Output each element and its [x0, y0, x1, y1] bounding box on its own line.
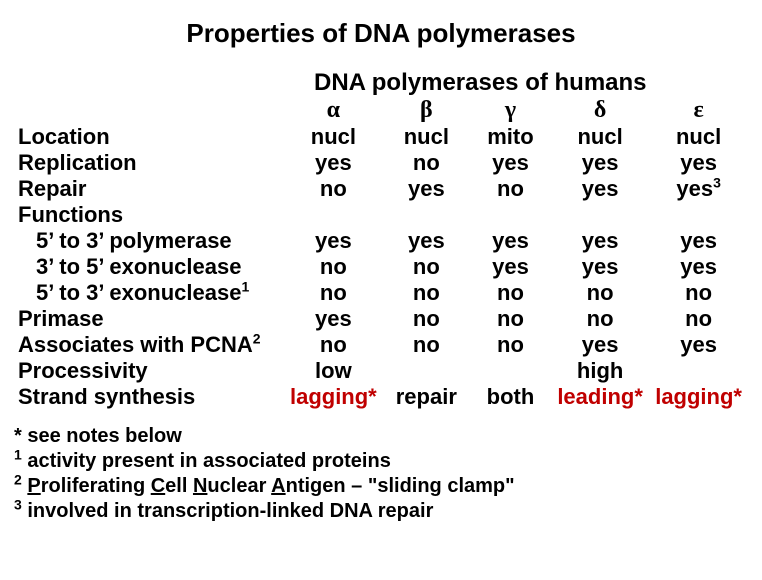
cell: no: [284, 332, 383, 358]
page-title: Properties of DNA polymerases: [14, 18, 748, 49]
cell: yes: [649, 150, 748, 176]
cell: [470, 358, 551, 384]
col-header-gamma: γ: [470, 97, 551, 124]
page: Properties of DNA polymerases DNA polyme…: [0, 0, 762, 524]
row-label: 3’ to 5’ exonuclease: [14, 254, 284, 280]
cell: yes: [551, 332, 649, 358]
footnote-text: activity present in associated proteins: [22, 450, 391, 472]
cell: no: [470, 332, 551, 358]
cell: yes: [649, 332, 748, 358]
row-pcna: Associates with PCNA2 no no no yes yes: [14, 332, 748, 358]
row-label-sup: 1: [241, 279, 249, 295]
cell: yes: [470, 228, 551, 254]
row-label-sup: 2: [253, 331, 261, 347]
row-5to3-exonuclease: 5’ to 3’ exonuclease1 no no no no no: [14, 280, 748, 306]
cell: nucl: [383, 124, 470, 150]
cell: no: [551, 280, 649, 306]
row-primase: Primase yes no no no no: [14, 306, 748, 332]
cell: no: [284, 176, 383, 202]
row-3to5-exonuclease: 3’ to 5’ exonuclease no no yes yes yes: [14, 254, 748, 280]
row-label: Replication: [14, 150, 284, 176]
cell: no: [470, 280, 551, 306]
header-row: α β γ δ ε: [14, 97, 748, 124]
footnote-sup: 1: [14, 446, 22, 462]
cell: no: [284, 254, 383, 280]
footnote-3: 3 involved in transcription-linked DNA r…: [14, 499, 748, 524]
footnote-sup: 3: [14, 496, 22, 512]
col-header-epsilon: ε: [649, 97, 748, 124]
cell: yes: [551, 228, 649, 254]
row-label: 5’ to 3’ polymerase: [14, 228, 284, 254]
footnote-text: involved in transcription-linked DNA rep…: [22, 500, 434, 522]
cell: nucl: [649, 124, 748, 150]
cell: no: [383, 280, 470, 306]
cell-text: yes: [676, 176, 713, 201]
cell: yes: [649, 228, 748, 254]
cell-sup: 3: [713, 175, 721, 191]
cell: leading*: [551, 384, 649, 410]
cell: no: [470, 306, 551, 332]
cell: [383, 358, 470, 384]
cell: no: [470, 176, 551, 202]
cell: nucl: [551, 124, 649, 150]
row-replication: Replication yes no yes yes yes: [14, 150, 748, 176]
footnotes: * see notes below 1 activity present in …: [14, 424, 748, 524]
cell: nucl: [284, 124, 383, 150]
row-location: Location nucl nucl mito nucl nucl: [14, 124, 748, 150]
cell: yes: [470, 254, 551, 280]
cell: both: [470, 384, 551, 410]
cell: no: [649, 306, 748, 332]
cell: yes: [551, 150, 649, 176]
row-label-text: Associates with PCNA: [18, 332, 253, 357]
cell: yes: [470, 150, 551, 176]
row-label: Processivity: [14, 358, 284, 384]
cell: [649, 358, 748, 384]
row-repair: Repair no yes no yes yes3: [14, 176, 748, 202]
row-label: Location: [14, 124, 284, 150]
cell: no: [383, 306, 470, 332]
row-label: Functions: [14, 202, 284, 228]
cell: no: [383, 254, 470, 280]
cell: yes: [284, 228, 383, 254]
cell: yes: [551, 254, 649, 280]
cell: no: [383, 332, 470, 358]
cell: mito: [470, 124, 551, 150]
cell: yes: [284, 150, 383, 176]
row-processivity: Processivity low high: [14, 358, 748, 384]
cell: low: [284, 358, 383, 384]
row-strand-synthesis: Strand synthesis lagging* repair both le…: [14, 384, 748, 410]
cell: lagging*: [284, 384, 383, 410]
cell: repair: [383, 384, 470, 410]
col-header-delta: δ: [551, 97, 649, 124]
col-header-alpha: α: [284, 97, 383, 124]
row-functions-header: Functions: [14, 202, 748, 228]
row-5to3-polymerase: 5’ to 3’ polymerase yes yes yes yes yes: [14, 228, 748, 254]
cell: yes3: [649, 176, 748, 202]
row-label-text: 5’ to 3’ exonuclease: [36, 280, 241, 305]
table-subtitle: DNA polymerases of humans: [314, 69, 748, 97]
cell: lagging*: [649, 384, 748, 410]
col-header-beta: β: [383, 97, 470, 124]
cell: yes: [551, 176, 649, 202]
polymerase-table: α β γ δ ε Location nucl nucl mito nucl n…: [14, 97, 748, 410]
row-label: 5’ to 3’ exonuclease1: [14, 280, 284, 306]
cell: yes: [649, 254, 748, 280]
cell: yes: [284, 306, 383, 332]
footnote-star: * see notes below: [14, 424, 748, 449]
cell: no: [284, 280, 383, 306]
cell: yes: [383, 176, 470, 202]
cell: no: [383, 150, 470, 176]
row-label: Associates with PCNA2: [14, 332, 284, 358]
cell: no: [649, 280, 748, 306]
footnote-2: 2 Proliferating Cell Nuclear Antigen – "…: [14, 474, 748, 499]
row-label: Strand synthesis: [14, 384, 284, 410]
footnote-1: 1 activity present in associated protein…: [14, 449, 748, 474]
cell: high: [551, 358, 649, 384]
cell: yes: [383, 228, 470, 254]
row-label: Repair: [14, 176, 284, 202]
cell: no: [551, 306, 649, 332]
footnote-sup: 2: [14, 471, 22, 487]
row-label: Primase: [14, 306, 284, 332]
